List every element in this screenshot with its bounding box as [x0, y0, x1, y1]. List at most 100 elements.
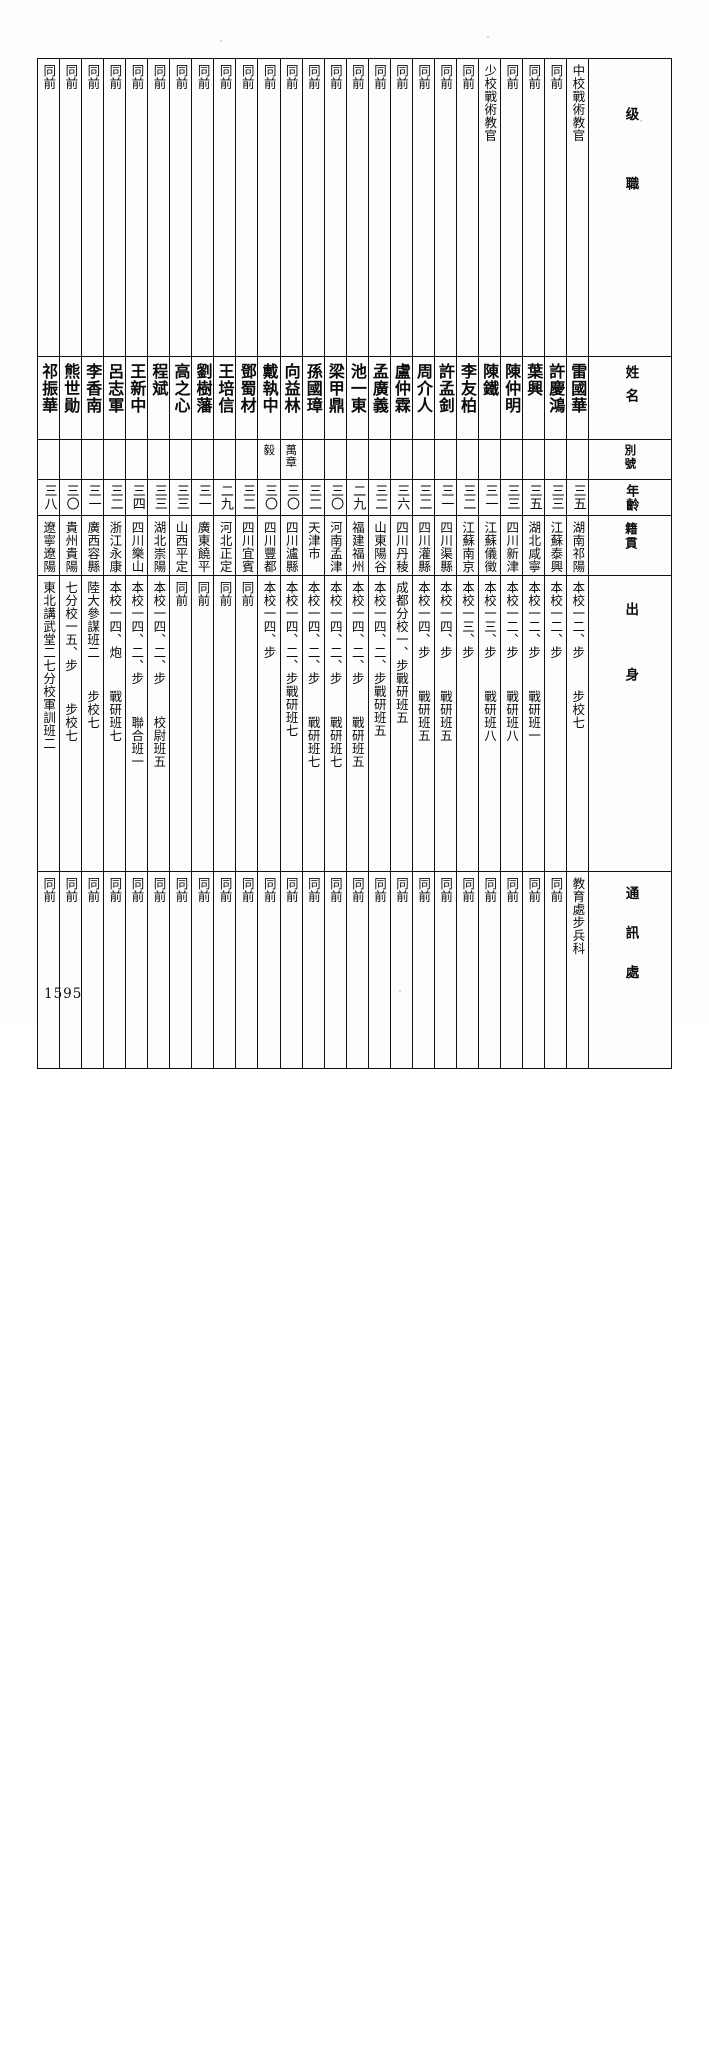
- cell-age: 三二: [411, 479, 435, 516]
- register-row-origin: 遼寧遼陽 貴州貴陽 廣西容縣 浙江永康 四川樂山 湖北崇陽 山西平定 廣東饒平 河北正定 四川宜賓…: [36, 515, 673, 576]
- origin-text: 湖北咸寧: [526, 521, 542, 573]
- cell-rank: 同前: [169, 58, 193, 357]
- age-text: 三五: [526, 484, 542, 510]
- rank-text: 同前: [41, 64, 57, 90]
- cell-age: 三一: [81, 479, 105, 516]
- origin-text: 天津市: [305, 521, 321, 560]
- cell-name: 祁振華: [36, 356, 61, 440]
- contact-text: 同前: [394, 877, 410, 903]
- cell-age: 二九: [213, 479, 237, 516]
- background-text: 本校一四、二、步戰研班五: [371, 581, 387, 737]
- cell-alias: [125, 439, 149, 480]
- background-text: 東北講武堂二七分校軍訓班二: [41, 581, 57, 750]
- origin-text: 湖南祁陽: [570, 521, 586, 573]
- age-text: 三二: [372, 484, 388, 510]
- name-text: 孟廣義: [369, 363, 389, 414]
- background-text: 本校一二、步 戰研班八: [504, 581, 520, 742]
- cell-age: 三八: [36, 479, 61, 516]
- row-header-label: 籍貫: [622, 522, 638, 551]
- cell-name: 王新中: [125, 356, 149, 440]
- cell-origin: 四川瀘縣: [279, 515, 303, 576]
- age-text: 二九: [217, 484, 233, 510]
- name-text: 鄧蜀材: [237, 363, 257, 414]
- cell-origin: 廣西容縣: [81, 515, 105, 576]
- cell-rank: 同前: [125, 58, 149, 357]
- origin-text: 四川樂山: [129, 521, 145, 573]
- rank-text: 同前: [63, 64, 79, 90]
- cell-background: 陸大參謀班二 步校七: [81, 575, 105, 872]
- cell-rank: 同前: [147, 58, 171, 357]
- cell-rank: 同前: [59, 58, 83, 357]
- cell-contact: 同前: [103, 871, 127, 1069]
- cell-alias: [213, 439, 237, 480]
- name-text: 王培信: [215, 363, 235, 414]
- cell-origin: 廣東饒平: [191, 515, 215, 576]
- contact-text: 同前: [460, 877, 476, 903]
- cell-alias: [367, 439, 391, 480]
- cell-name: 李香南: [81, 356, 105, 440]
- cell-origin: 四川灌縣: [411, 515, 435, 576]
- cell-background: 成都分校一、步戰研班五: [389, 575, 413, 872]
- contact-text: 同前: [548, 877, 564, 903]
- cell-age: 三二: [103, 479, 127, 516]
- origin-text: 四川瀘縣: [283, 521, 299, 573]
- cell-age: 二九: [345, 479, 369, 516]
- cell-background: 本校一二、步 步校七: [566, 575, 590, 872]
- cell-contact: 同前: [257, 871, 281, 1069]
- cell-origin: 湖北咸寧: [522, 515, 546, 576]
- background-text: 本校一四、步 戰研班五: [415, 581, 431, 742]
- cell-background: 同前: [235, 575, 259, 872]
- rank-text: 同前: [371, 64, 387, 90]
- age-text: 三〇: [63, 484, 79, 510]
- cell-origin: 天津市: [301, 515, 325, 576]
- name-text: 程斌: [149, 363, 169, 397]
- rank-text: 同前: [460, 64, 476, 90]
- name-text: 劉樹藩: [193, 363, 213, 414]
- cell-origin: 遼寧遼陽: [36, 515, 61, 576]
- background-text: 本校一四、二、步 校尉班五: [151, 581, 167, 768]
- age-text: 三二: [107, 484, 123, 510]
- cell-rank: 同前: [323, 58, 347, 357]
- cell-name: 許孟釗: [433, 356, 457, 440]
- cell-rank: 同前: [257, 58, 281, 357]
- cell-contact: 教育處步兵科: [566, 871, 590, 1069]
- cell-background: 本校一四、二、步戰研班五: [367, 575, 391, 872]
- cell-age: 三三: [169, 479, 193, 516]
- cell-origin: 湖北崇陽: [147, 515, 171, 576]
- age-text: 二九: [350, 484, 366, 510]
- cell-alias: [433, 439, 457, 480]
- cell-contact: 同前: [522, 871, 546, 1069]
- row-header-age: 年齡: [588, 479, 673, 516]
- cell-name: 李友柏: [455, 356, 479, 440]
- origin-text: 山東陽谷: [371, 521, 387, 573]
- page-folio: 1595: [44, 986, 83, 1002]
- age-text: 三五: [570, 484, 586, 510]
- cell-rank: 同前: [235, 58, 259, 357]
- cell-rank: 同前: [433, 58, 457, 357]
- age-text: 三〇: [284, 484, 300, 510]
- contact-text: 同前: [195, 877, 211, 903]
- background-text: 成都分校一、步戰研班五: [393, 581, 409, 724]
- rank-text: 同前: [239, 64, 255, 90]
- cell-contact: 同前: [367, 871, 391, 1069]
- cell-age: 三三: [544, 479, 568, 516]
- row-header-label: 通訊處: [622, 886, 639, 1005]
- name-text: 李香南: [83, 363, 103, 414]
- cell-rank: 同前: [301, 58, 325, 357]
- cell-name: 梁甲鼎: [323, 356, 347, 440]
- row-header-rank: 级職: [588, 58, 673, 357]
- register-grid: 同前 同前 同前 同前 同前 同前 同前 同前 同前 同前 同前 同前 同前 同前 同前 同前 同前 同前 同前 同前…: [36, 58, 673, 1069]
- rank-text: 同前: [327, 64, 343, 90]
- name-text: 向益林: [281, 363, 301, 414]
- cell-name: 周介人: [411, 356, 435, 440]
- row-header-label: 別號: [623, 444, 638, 471]
- cell-name: 熊世勛: [59, 356, 83, 440]
- rank-text: 同前: [305, 64, 321, 90]
- origin-text: 廣東饒平: [195, 521, 211, 573]
- cell-background: 本校一三、步: [455, 575, 479, 872]
- cell-background: 本校一二、步 戰研班八: [499, 575, 524, 872]
- contact-text: 同前: [261, 877, 277, 903]
- row-header-contact: 通訊處: [588, 871, 673, 1069]
- origin-text: 遼寧遼陽: [41, 521, 57, 573]
- cell-age: 三三: [147, 479, 171, 516]
